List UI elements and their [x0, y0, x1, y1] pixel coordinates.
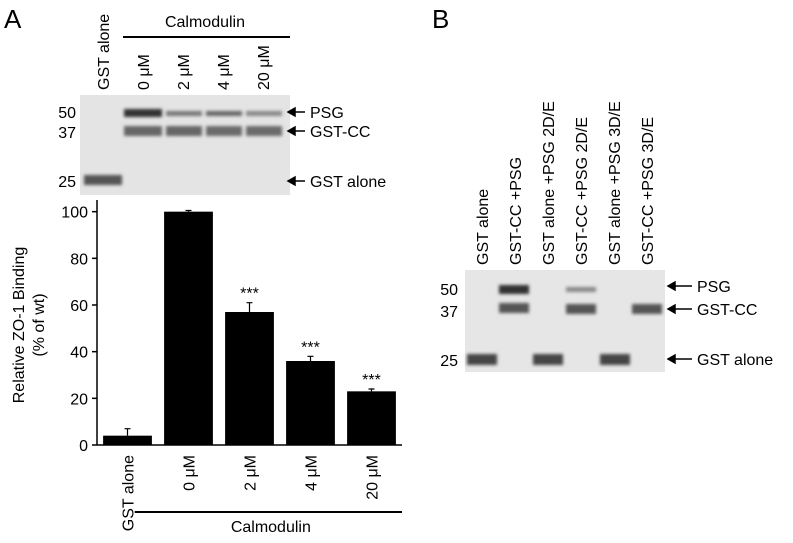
marker-label: 50 — [58, 105, 76, 122]
lane-label: 2 μM — [176, 54, 193, 90]
y-tick-label: 100 — [61, 205, 88, 222]
bar — [286, 361, 335, 445]
band-label: GST alone — [697, 352, 773, 369]
arrows — [666, 280, 692, 365]
y-tick-label: 40 — [70, 345, 88, 362]
bar — [225, 312, 274, 445]
lane-label: GST-CC +PSG 3D/E — [640, 117, 657, 265]
x-tick-label: 20 μM — [365, 455, 382, 500]
marker-label: 37 — [440, 304, 458, 321]
bar — [103, 435, 152, 445]
error-bar — [307, 355, 314, 361]
significance-label: *** — [362, 372, 381, 389]
lane-label: 20 μM — [256, 45, 273, 90]
x-tick-label: GST alone — [121, 455, 138, 531]
marker-label: 50 — [440, 282, 458, 299]
group-label: Calmodulin — [165, 14, 245, 31]
x-tick-label: 4 μM — [304, 455, 321, 491]
lane-label: GST alone — [96, 14, 113, 90]
bar — [347, 391, 396, 445]
band-label: PSG — [697, 279, 731, 296]
y-axis-label: Relative ZO-1 Binding — [11, 247, 28, 404]
marker-label: 37 — [58, 125, 76, 142]
bar — [164, 211, 213, 445]
arrows — [286, 106, 305, 187]
x-tick-label: 2 μM — [243, 455, 260, 491]
x-tick-label: 0 μM — [182, 455, 199, 491]
lane-label: GST-CC +PSG 2D/E — [574, 117, 591, 265]
band-label: GST-CC — [310, 124, 370, 141]
error-bar — [124, 428, 131, 436]
panel-label: B — [432, 4, 449, 34]
y-axis-label: (% of wt) — [31, 293, 48, 356]
marker-label: 25 — [440, 353, 458, 370]
band-label: GST alone — [310, 174, 386, 191]
y-tick-label: 0 — [79, 438, 88, 455]
marker-label: 25 — [58, 174, 76, 191]
significance-label: *** — [301, 339, 320, 356]
error-bar — [246, 302, 253, 312]
lane-label: GST alone +PSG 3D/E — [607, 101, 624, 265]
y-tick-label: 20 — [70, 391, 88, 408]
gel-image — [80, 95, 290, 195]
lane-label: GST alone +PSG 2D/E — [541, 101, 558, 265]
lane-label: GST alone — [475, 189, 492, 265]
lane-label: 4 μM — [216, 54, 233, 90]
error-bar — [368, 388, 375, 392]
significance-label: *** — [240, 286, 259, 303]
y-tick-label: 60 — [70, 298, 88, 315]
band-label: PSG — [310, 105, 344, 122]
error-bar — [185, 209, 192, 212]
group-label: Calmodulin — [231, 519, 311, 536]
lane-label: 0 μM — [136, 54, 153, 90]
gel-image — [465, 270, 665, 372]
lane-label: GST-CC +PSG — [508, 157, 525, 265]
band-label: GST-CC — [697, 302, 757, 319]
y-tick-label: 80 — [70, 251, 88, 268]
panel-label: A — [4, 4, 22, 34]
